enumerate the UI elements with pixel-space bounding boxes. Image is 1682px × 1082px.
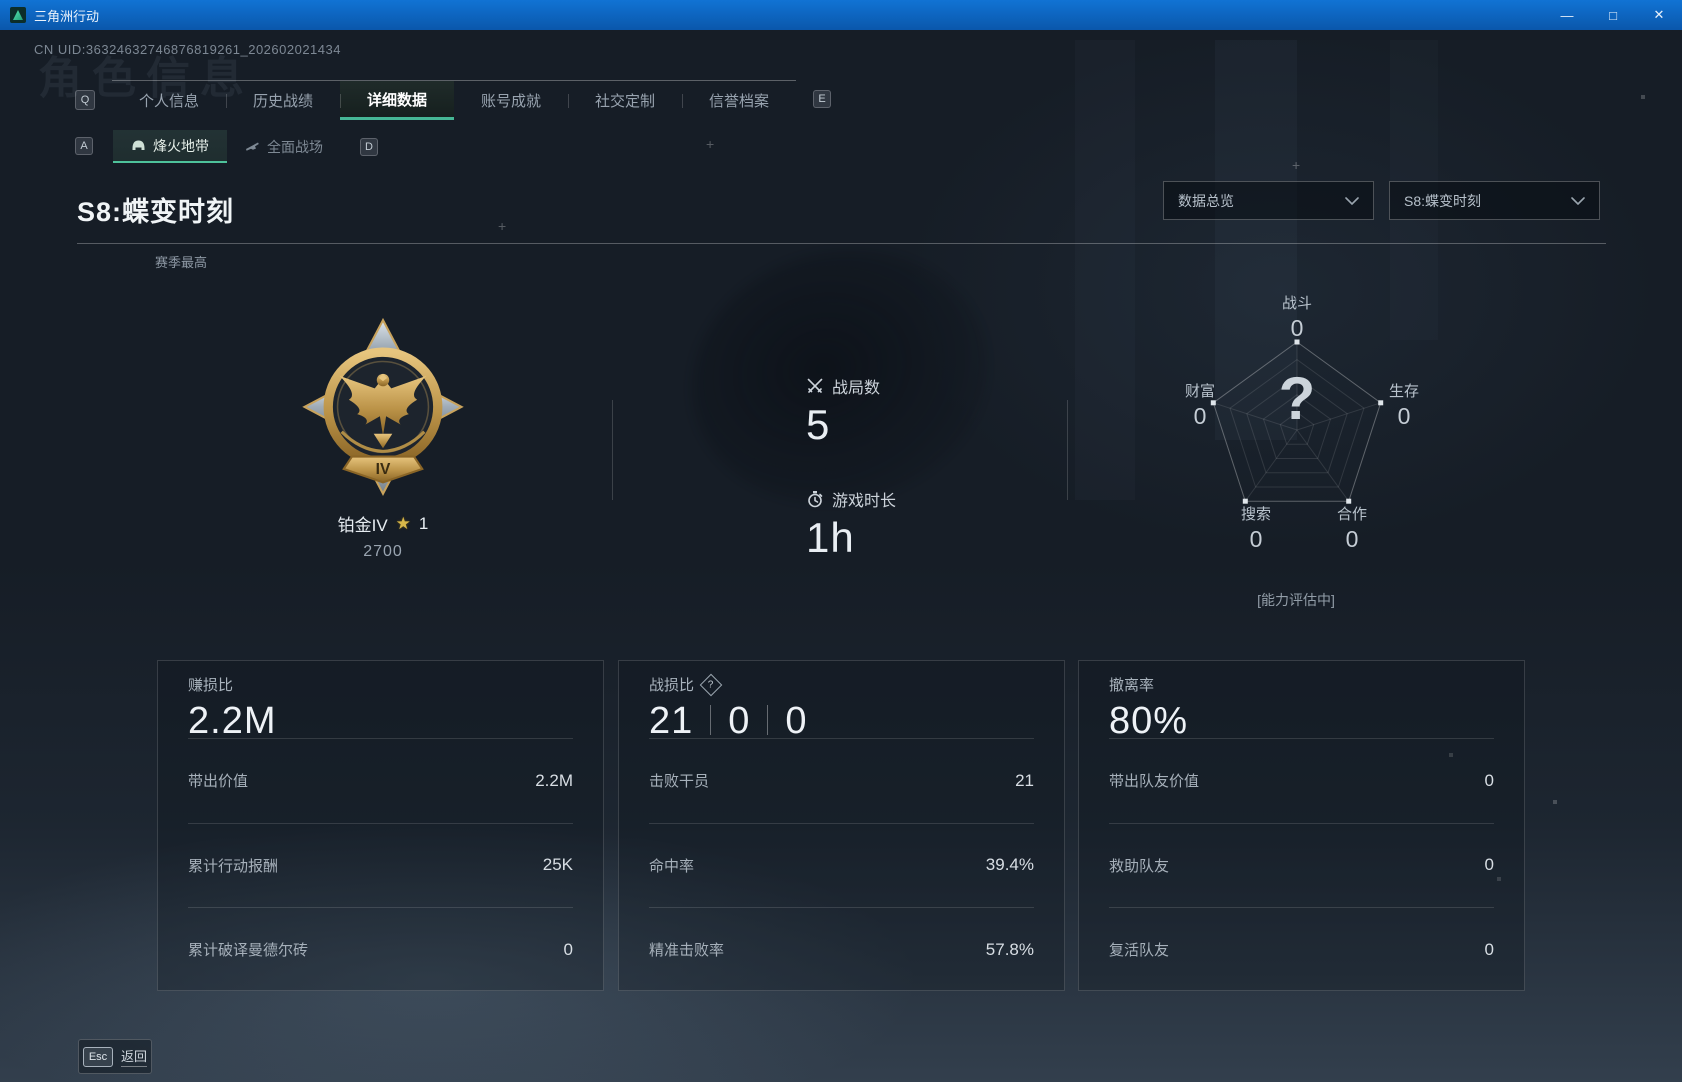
subtab-label: 烽火地带 <box>153 137 209 154</box>
window-title: 三角洲行动 <box>34 8 100 24</box>
app-logo-icon <box>10 7 26 23</box>
divider <box>1067 400 1068 500</box>
rank-name: 铂金IV <box>337 516 388 535</box>
window-controls: — □ ✕ <box>1544 0 1682 30</box>
radar-axis-wealth: 财富 0 <box>1184 383 1215 429</box>
plus-mark-decor: + <box>1292 157 1301 173</box>
esc-keycap: Esc <box>82 1046 113 1067</box>
tab-reputation[interactable]: 信誉档案 <box>682 81 796 120</box>
radar-axis-cooperation: 合作 0 <box>1336 506 1367 552</box>
divider <box>77 243 1606 244</box>
matches-value: 5 <box>806 401 831 448</box>
card-big-value: 21 0 0 <box>649 700 808 742</box>
background-streak <box>1075 40 1135 500</box>
rank-name-row: 铂金IV ★ 1 <box>288 511 478 536</box>
square-decor <box>1553 800 1557 804</box>
rank-star-count: 1 <box>418 513 429 533</box>
stat-row: 累计破译曼德尔砖 0 <box>188 907 573 992</box>
card-title: 战损比 <box>649 677 695 694</box>
tab-achievements[interactable]: 账号成就 <box>480 93 541 110</box>
card-title: 赚损比 <box>188 677 234 694</box>
ability-radar-chart <box>1210 339 1384 504</box>
divider <box>710 705 712 735</box>
stat-row: 救助队友 0 <box>1109 822 1494 908</box>
card-title: 撤离率 <box>1109 677 1155 694</box>
tab-detailed-stats[interactable]: 详细数据 <box>340 81 454 120</box>
divider <box>612 400 613 500</box>
stopwatch-icon <box>808 491 823 508</box>
rank-medal: IV <box>302 317 464 496</box>
stat-row: 击败干员 21 <box>649 738 1034 823</box>
tab-personal-info[interactable]: 个人信息 <box>138 93 199 110</box>
card-big-value: 80% <box>1109 700 1189 742</box>
playtime-stat: 游戏时长 1h <box>806 487 896 562</box>
window-titlebar: 三角洲行动 — □ ✕ <box>0 0 1682 30</box>
season-dropdown[interactable]: S8:蝶变时刻 <box>1389 181 1600 220</box>
data-overview-dropdown[interactable]: 数据总览 <box>1163 181 1374 220</box>
stat-row: 带出价值 2.2M <box>188 738 573 823</box>
player-uid: CN UID:36324632746876819261_202602021434 <box>34 42 341 57</box>
hotkey-a-badge: A <box>75 137 93 155</box>
star-icon: ★ <box>395 513 411 533</box>
back-button[interactable]: Esc 返回 <box>78 1039 152 1074</box>
tab-social-custom[interactable]: 社交定制 <box>568 81 682 120</box>
season-title: S8:蝶变时刻 <box>77 197 235 227</box>
chevron-down-icon <box>1571 196 1585 205</box>
hotkey-e-badge: E <box>813 90 831 108</box>
maximize-button[interactable]: □ <box>1609 7 1617 23</box>
extraction-rate-card: 撤离率 80% 带出队友价值 0 救助队友 0 复活队友 0 <box>1078 660 1525 991</box>
main-tab-bar: 个人信息 历史战绩 详细数据 账号成就 社交定制 信誉档案 <box>112 80 796 120</box>
help-icon[interactable]: ? <box>699 673 723 696</box>
radar-axis-survival: 生存 0 <box>1388 383 1419 429</box>
stat-row: 累计行动报酬 25K <box>188 822 573 908</box>
playtime-label: 游戏时长 <box>832 493 897 510</box>
square-decor <box>1449 753 1453 757</box>
plus-mark-decor: + <box>498 218 507 234</box>
stat-row: 精准击败率 57.8% <box>649 907 1034 992</box>
mode-subtab-bar: 烽火地带 全面战场 <box>113 130 341 163</box>
chevron-down-icon <box>1345 196 1359 205</box>
matches-label: 战局数 <box>832 380 881 397</box>
profit-loss-card: 赚损比 2.2M 带出价值 2.2M 累计行动报酬 25K 累计破译曼德尔砖 0 <box>157 660 604 991</box>
crossed-swords-icon <box>807 378 823 393</box>
rank-tier-numeral: IV <box>376 461 391 478</box>
playtime-value: 1h <box>806 514 855 561</box>
close-button[interactable]: ✕ <box>1653 7 1665 22</box>
helmet-icon <box>131 139 146 152</box>
hotkey-q-badge: Q <box>75 90 95 110</box>
stat-row: 命中率 39.4% <box>649 822 1034 908</box>
hotkey-d-badge: D <box>360 138 378 156</box>
subtab-full-warfare[interactable]: 全面战场 <box>227 130 341 163</box>
season-best-label: 赛季最高 <box>155 255 208 270</box>
card-big-value: 2.2M <box>188 700 277 742</box>
subtab-raid-zone[interactable]: 烽火地带 <box>113 130 227 163</box>
rifle-icon <box>245 141 260 153</box>
dropdown-value: S8:蝶变时刻 <box>1404 192 1482 209</box>
ghost-page-title: 角色信息 <box>38 54 254 103</box>
matches-stat: 战局数 5 <box>806 374 880 449</box>
radar-axis-search: 搜索 0 <box>1240 506 1271 552</box>
plus-mark-decor: + <box>706 136 715 152</box>
minimize-button[interactable]: — <box>1560 7 1574 23</box>
subtab-label: 全面战场 <box>267 138 323 155</box>
square-decor <box>1497 877 1501 881</box>
tab-match-history[interactable]: 历史战绩 <box>226 81 340 120</box>
back-label: 返回 <box>120 1046 147 1067</box>
kd-ratio-card: 战损比 ? 21 0 0 击败干员 21 命中率 39.4% 精准击败率 57.8% <box>618 660 1065 991</box>
divider <box>767 705 769 735</box>
square-decor <box>1641 95 1645 99</box>
ability-evaluating-note: [能力评估中] <box>1257 592 1335 608</box>
stat-row: 复活队友 0 <box>1109 907 1494 992</box>
rank-points: 2700 <box>363 543 403 560</box>
radar-axis-combat: 战斗 0 <box>1281 295 1312 341</box>
dropdown-value: 数据总览 <box>1178 192 1234 209</box>
stat-row: 带出队友价值 0 <box>1109 738 1494 823</box>
radar-unknown-symbol: ? <box>1278 365 1316 432</box>
